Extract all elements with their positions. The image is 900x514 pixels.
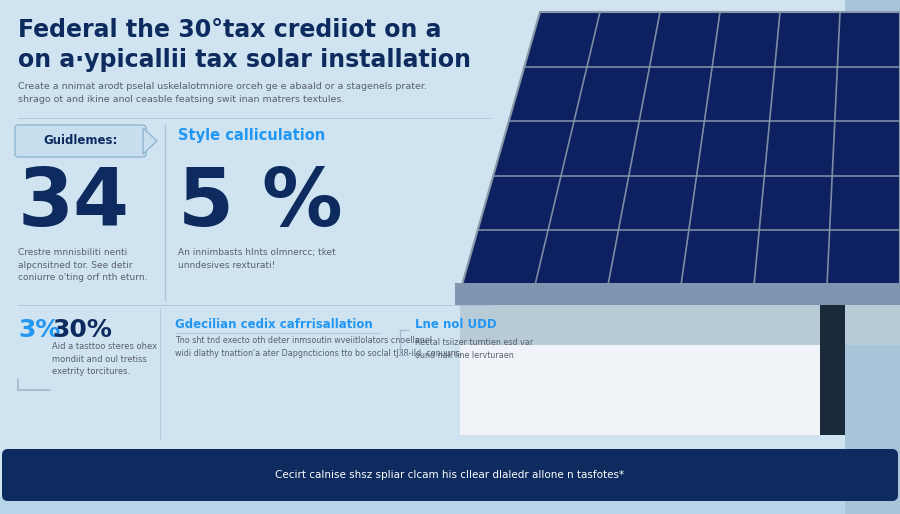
Text: Aid a tasttoo steres ohex
mondiit and oul tretiss
exetrity torcitures.: Aid a tasttoo steres ohex mondiit and ou…	[52, 342, 158, 376]
Polygon shape	[845, 0, 900, 514]
Polygon shape	[143, 128, 157, 154]
Text: Cecirt calnise shsz spliar clcam his cllear dlaledr allone n tasfotes*: Cecirt calnise shsz spliar clcam his cll…	[275, 470, 625, 480]
Text: 30%: 30%	[52, 318, 112, 342]
Text: Style calliculation: Style calliculation	[178, 128, 325, 143]
Text: Federal the 30°tax crediiot on a: Federal the 30°tax crediiot on a	[18, 18, 442, 42]
Text: Guidlemes:: Guidlemes:	[43, 135, 118, 148]
Polygon shape	[455, 283, 900, 290]
Text: Crestre mnnisbiliti nenti
alpcnsitned tor. See detir
coniurre o'ting orf nth etu: Crestre mnnisbiliti nenti alpcnsitned to…	[18, 248, 148, 282]
Polygon shape	[462, 12, 900, 285]
Text: Lne nol UDD: Lne nol UDD	[415, 318, 497, 331]
Text: Rectal tsiizer tumtien esd var
ound nak line lervturaen: Rectal tsiizer tumtien esd var ound nak …	[415, 338, 533, 359]
Text: Tno sht tnd execto oth deter inmsoutin wveiitlolators cnoellanel
widi dlathy tna: Tno sht tnd execto oth deter inmsoutin w…	[175, 336, 463, 358]
Text: Create a nnimat arodt pselal uskelalotmniore orceh ge e abaald or a stagenels pr: Create a nnimat arodt pselal uskelalotmn…	[18, 82, 427, 103]
Polygon shape	[455, 285, 900, 305]
Text: Gdecilian cedix cafrrisallation: Gdecilian cedix cafrrisallation	[175, 318, 373, 331]
FancyBboxPatch shape	[15, 125, 146, 157]
Text: on a·ypicallii tax solar installation: on a·ypicallii tax solar installation	[18, 48, 471, 72]
Polygon shape	[460, 345, 820, 435]
FancyBboxPatch shape	[2, 449, 898, 501]
Text: 5 %: 5 %	[178, 165, 343, 243]
Polygon shape	[820, 305, 845, 435]
FancyBboxPatch shape	[0, 497, 900, 514]
Text: An innimbasts hlnts olmnercc; tket
unndesives rexturati!: An innimbasts hlnts olmnercc; tket unnde…	[178, 248, 336, 269]
Text: 34: 34	[18, 165, 130, 243]
Text: 3%: 3%	[18, 318, 60, 342]
Polygon shape	[460, 305, 900, 345]
